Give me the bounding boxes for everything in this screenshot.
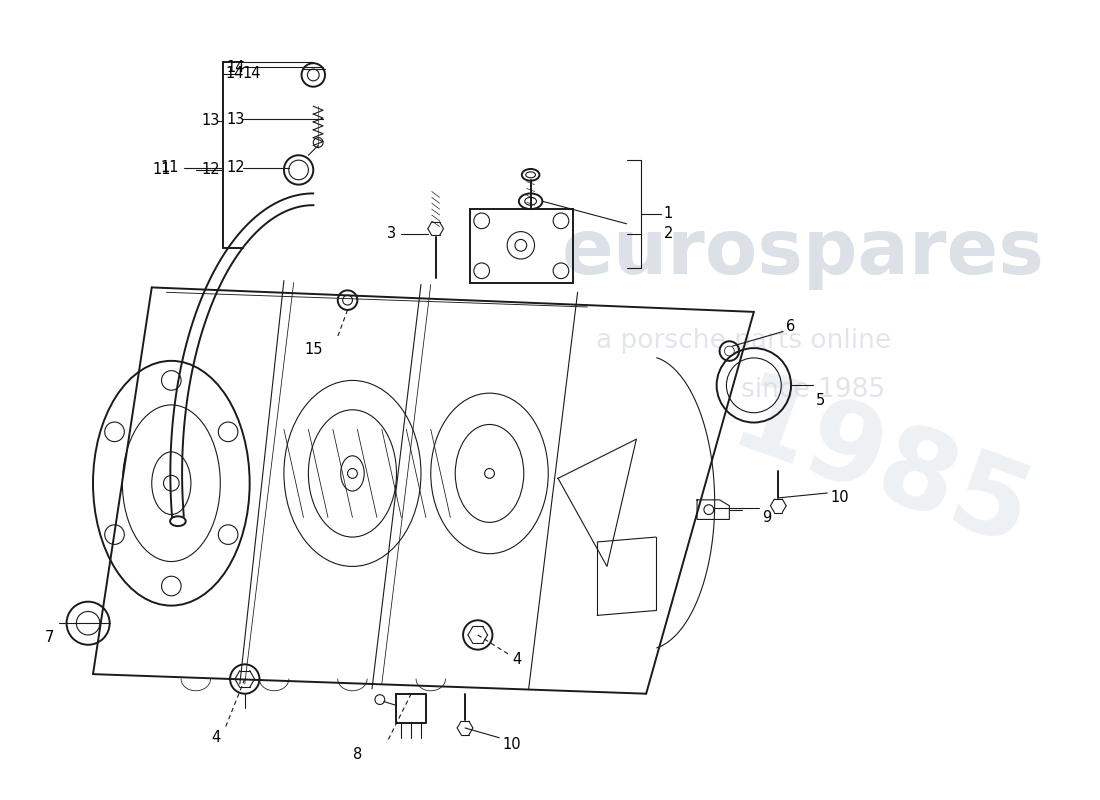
Text: 4: 4	[512, 652, 521, 667]
Text: 3: 3	[387, 226, 396, 241]
Text: 8: 8	[353, 747, 362, 762]
Bar	[470, 209, 573, 282]
Text: since 1985: since 1985	[740, 378, 884, 403]
Text: a porsche parts online: a porsche parts online	[596, 328, 892, 354]
Text: 15: 15	[305, 342, 323, 357]
Text: 7: 7	[44, 630, 54, 646]
Text: 10: 10	[830, 490, 849, 506]
Text: 4: 4	[211, 730, 220, 746]
Text: 14: 14	[226, 66, 244, 82]
Text: 14: 14	[227, 60, 244, 74]
Text: 12: 12	[201, 162, 220, 178]
Text: 14: 14	[243, 66, 262, 82]
Text: 13: 13	[227, 111, 244, 126]
Text: 11: 11	[153, 162, 172, 178]
Text: 11: 11	[161, 161, 179, 175]
Text: 10: 10	[503, 737, 521, 752]
Text: 13: 13	[202, 114, 220, 129]
Text: eurospares: eurospares	[561, 216, 1044, 290]
Text: 2: 2	[663, 226, 673, 241]
Text: 6: 6	[786, 319, 795, 334]
Text: 12: 12	[227, 161, 245, 175]
Text: 9: 9	[761, 510, 771, 525]
Text: 1985: 1985	[717, 366, 1045, 572]
Text: 1: 1	[663, 206, 673, 222]
Text: 5: 5	[815, 393, 825, 407]
